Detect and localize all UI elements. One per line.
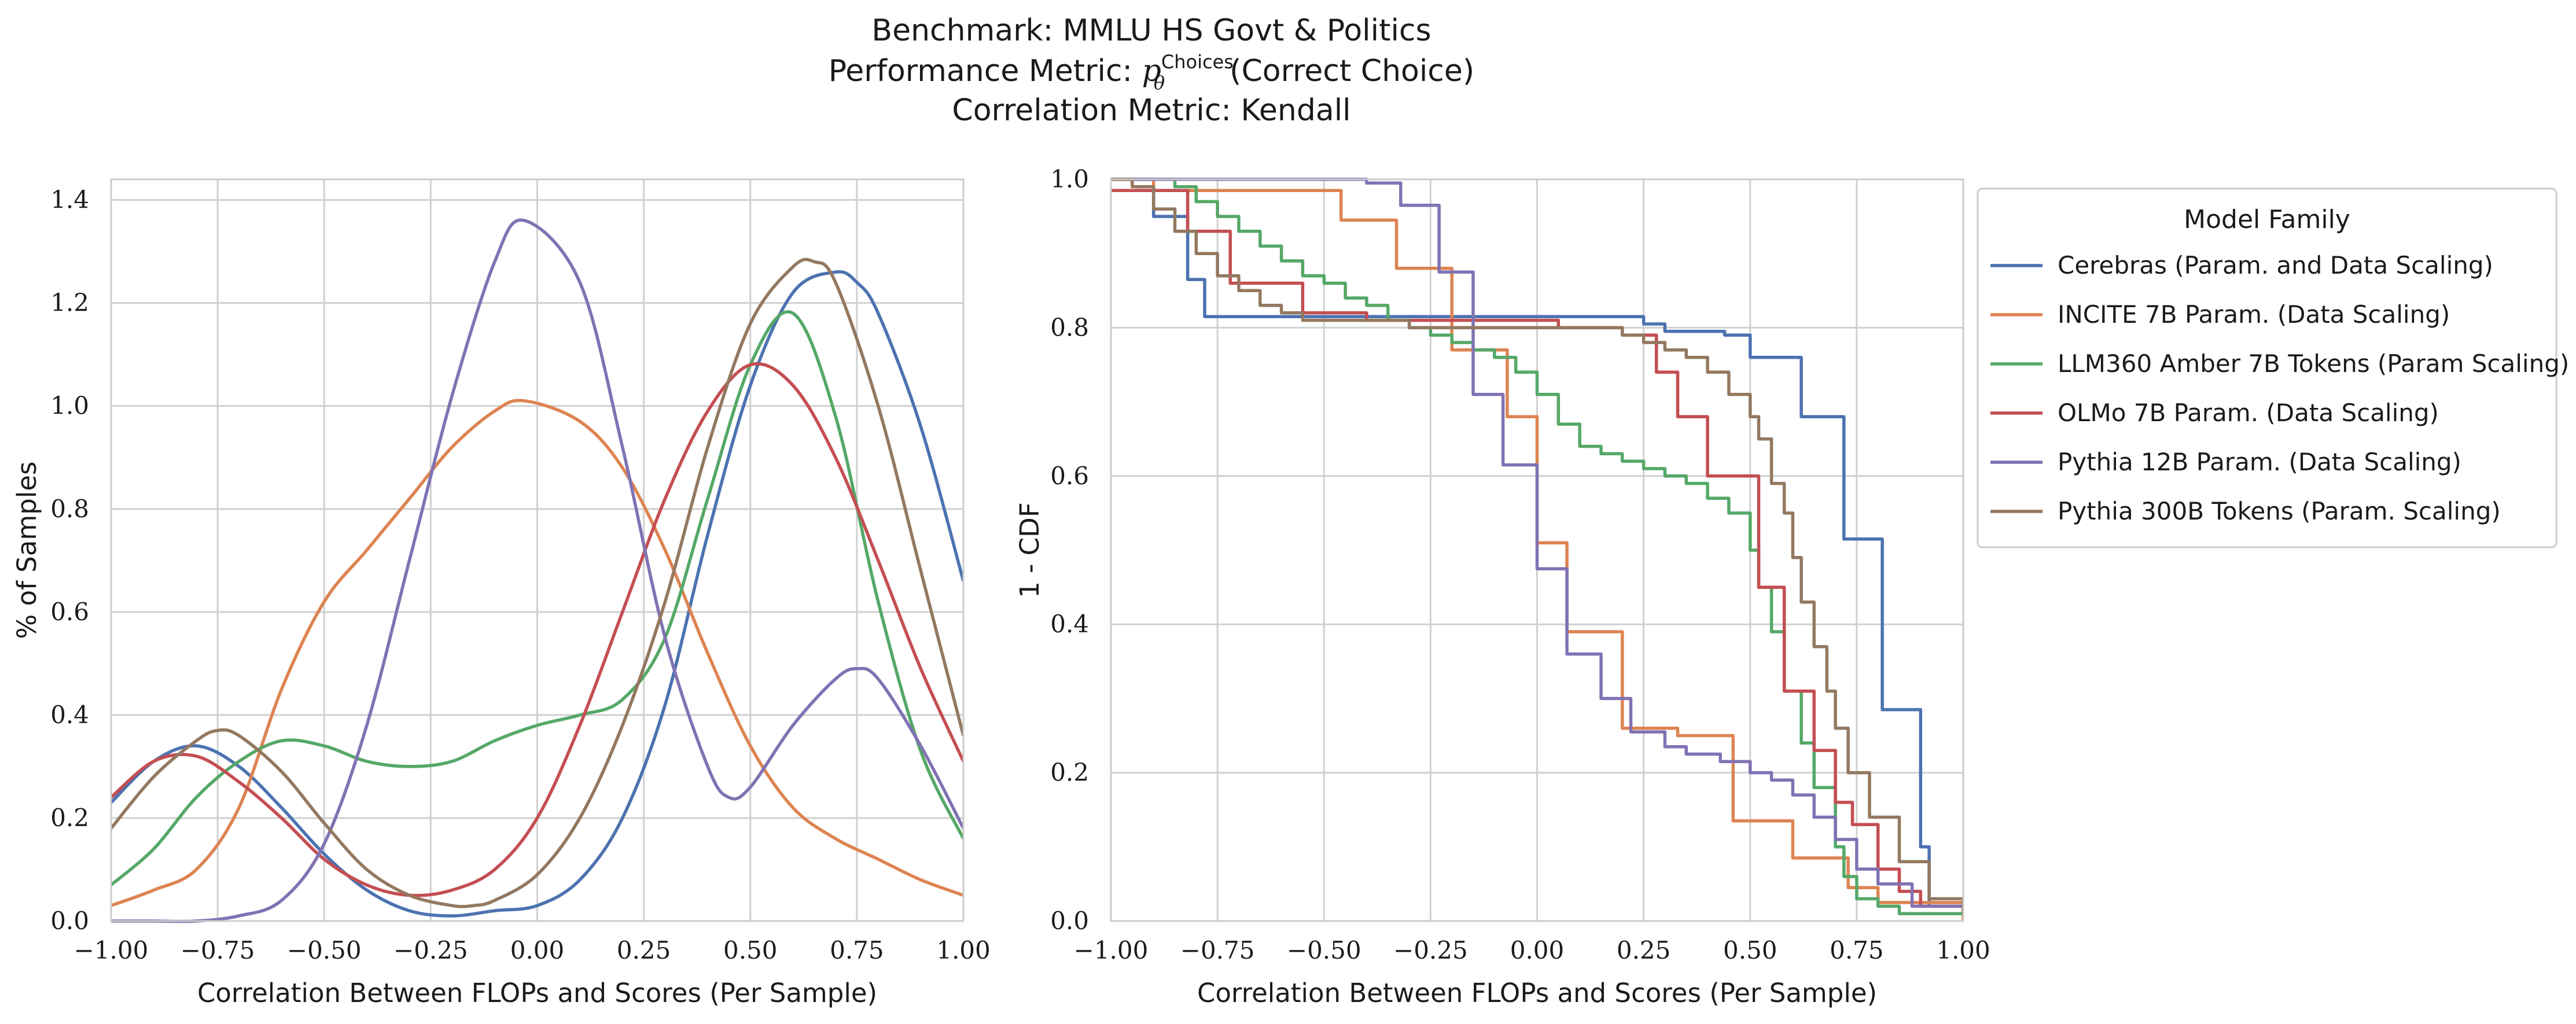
- right-y-tick-label: 0.2: [1050, 758, 1089, 787]
- title-line-2-prefix: Performance Metric:: [829, 54, 1142, 89]
- legend-item-olmo: OLMo 7B Param. (Data Scaling): [1990, 399, 2439, 427]
- left-series-cerebras: [111, 270, 963, 918]
- right-y-tick-label: 0.8: [1050, 313, 1089, 341]
- left-series-group: [111, 218, 963, 923]
- title-line-2-math-sub: θ: [1154, 72, 1165, 94]
- left-y-tick-label: 1.4: [50, 186, 89, 214]
- left-y-tick-label: 0.0: [50, 907, 89, 935]
- legend-item-pythia300b: Pythia 300B Tokens (Param. Scaling): [1990, 497, 2501, 525]
- title-line-2: Performance Metric: pChoices θ (Correct Ch…: [829, 51, 1474, 94]
- legend-label: Cerebras (Param. and Data Scaling): [2058, 251, 2493, 279]
- right-y-tick-labels: 0.0 0.2 0.4 0.6 0.8 1.0: [1050, 165, 1089, 935]
- left-x-tick-label: 0.75: [830, 936, 884, 964]
- legend-box: [1977, 187, 2557, 548]
- cdf-panel: −1.00 −0.75 −0.50 −0.25 0.00 0.25 0.50 0.75 1.00…: [1014, 165, 1990, 1008]
- right-x-tick-label: 1.00: [1936, 936, 1990, 964]
- right-x-tick-label: −0.75: [1180, 936, 1255, 964]
- title-line-2-math-base: p: [1142, 54, 1161, 89]
- right-y-tick-label: 1.0: [1050, 165, 1089, 193]
- left-series-incite: [111, 399, 963, 907]
- left-y-tick-label: 0.2: [50, 804, 89, 832]
- legend-entries: Cerebras (Param. and Data Scaling) INCITE…: [1990, 251, 2569, 525]
- title-line-3: Correlation Metric: Kendall: [952, 93, 1350, 128]
- left-series-pythia300b: [111, 257, 963, 908]
- right-series-olmo: [1111, 189, 1963, 908]
- right-y-axis-label: 1 - CDF: [1014, 502, 1045, 598]
- right-x-tick-labels: −1.00 −0.75 −0.50 −0.25 0.00 0.25 0.50 0.75 1.00: [1074, 936, 1990, 964]
- right-x-tick-label: 0.00: [1510, 936, 1565, 964]
- left-series-olmo: [111, 362, 963, 897]
- left-x-tick-label: −1.00: [74, 936, 149, 964]
- right-x-tick-label: 0.75: [1830, 936, 1884, 964]
- right-x-tick-label: −0.25: [1393, 936, 1468, 964]
- legend-item-llm360: LLM360 Amber 7B Tokens (Param Scaling): [1990, 349, 2569, 378]
- legend-label: Pythia 12B Param. (Data Scaling): [2058, 448, 2461, 476]
- left-x-tick-label: 0.50: [723, 936, 778, 964]
- left-x-tick-label: 1.00: [936, 936, 991, 964]
- legend-item-incite: INCITE 7B Param. (Data Scaling): [1990, 300, 2450, 329]
- legend-label: Pythia 300B Tokens (Param. Scaling): [2058, 497, 2501, 525]
- left-series-pythia12b: [111, 218, 963, 923]
- legend-label: OLMo 7B Param. (Data Scaling): [2058, 399, 2439, 427]
- right-x-tick-label: 0.25: [1617, 936, 1671, 964]
- right-series-pythia12b: [1111, 178, 1963, 908]
- title-line-2-math-sup: Choices: [1161, 51, 1234, 73]
- left-x-tick-label: −0.50: [287, 936, 362, 964]
- right-x-tick-label: −0.50: [1287, 936, 1361, 964]
- legend-item-cerebras: Cerebras (Param. and Data Scaling): [1990, 251, 2493, 279]
- left-x-tick-label: 0.00: [510, 936, 565, 964]
- right-x-tick-label: 0.50: [1723, 936, 1778, 964]
- left-y-tick-label: 0.8: [50, 495, 89, 523]
- kde-panel: −1.00 −0.75 −0.50 −0.25 0.00 0.25 0.50 0.75 1.00…: [12, 178, 991, 1008]
- legend-item-pythia12b: Pythia 12B Param. (Data Scaling): [1990, 448, 2461, 476]
- right-x-tick-label: −1.00: [1074, 936, 1149, 964]
- title-line-2-suffix: (Correct Choice): [1230, 54, 1474, 89]
- title-line-1: Benchmark: MMLU HS Govt & Politics: [871, 13, 1431, 48]
- left-y-tick-label: 0.4: [50, 701, 89, 729]
- legend: Model Family Cerebras (Param. and Data S…: [1977, 187, 2569, 548]
- right-series-llm360: [1111, 178, 1963, 915]
- left-axes-frame: [110, 178, 965, 922]
- right-series-group: [1111, 178, 1963, 921]
- left-y-tick-label: 0.6: [50, 598, 89, 626]
- left-y-axis-label: % of Samples: [12, 462, 42, 639]
- right-x-axis-label: Correlation Between FLOPs and Scores (Pe…: [1197, 978, 1877, 1008]
- right-axes-frame: [1110, 178, 1964, 922]
- legend-title: Model Family: [2184, 205, 2350, 234]
- left-y-tick-labels: 0.0 0.2 0.4 0.6 0.8 1.0 1.2 1.4: [50, 186, 89, 935]
- right-y-tick-label: 0.6: [1050, 462, 1089, 490]
- left-x-axis-label: Correlation Between FLOPs and Scores (Pe…: [197, 978, 877, 1008]
- legend-label: INCITE 7B Param. (Data Scaling): [2058, 300, 2450, 329]
- left-y-tick-label: 1.2: [50, 289, 89, 317]
- left-y-tick-label: 1.0: [50, 392, 89, 420]
- left-x-tick-label: −0.75: [181, 936, 255, 964]
- right-series-pythia300b: [1111, 178, 1963, 914]
- left-x-tick-labels: −1.00 −0.75 −0.50 −0.25 0.00 0.25 0.50 0.75 1.00: [74, 936, 991, 964]
- right-y-tick-label: 0.4: [1050, 610, 1089, 638]
- left-x-tick-label: 0.25: [617, 936, 671, 964]
- legend-label: LLM360 Amber 7B Tokens (Param Scaling): [2058, 349, 2569, 378]
- right-y-tick-label: 0.0: [1050, 907, 1089, 935]
- right-series-cerebras: [1111, 178, 1963, 914]
- left-x-tick-label: −0.25: [393, 936, 468, 964]
